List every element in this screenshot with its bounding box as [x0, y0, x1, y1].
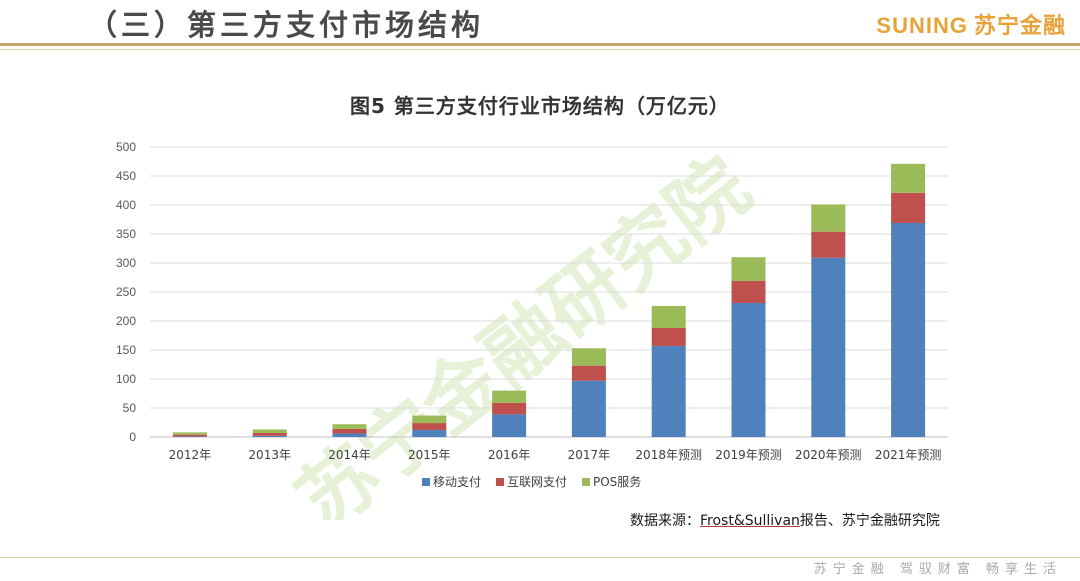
y-tick-label: 250 [116, 285, 136, 299]
slide-title: （三）第三方支付市场结构 [88, 8, 485, 42]
source-suffix: 报告、苏宁金融研究院 [799, 513, 940, 529]
brand-cn: 苏宁金融 [973, 13, 1066, 38]
y-tick-label: 50 [123, 401, 137, 415]
y-tick-label: 150 [116, 343, 136, 357]
bar-segment [252, 432, 287, 436]
bar-segment [332, 433, 367, 437]
bars [172, 163, 926, 437]
legend-swatch [582, 478, 590, 486]
bar-segment [492, 390, 527, 403]
bar-segment [172, 436, 207, 437]
x-tick-label: 2017年 [568, 448, 611, 462]
y-tick-label: 400 [116, 198, 136, 212]
x-tick-label: 2021年预测 [875, 448, 942, 462]
legend: 移动支付 互联网支付 POS服务 [422, 474, 641, 489]
legend-swatch [422, 478, 430, 486]
bar-segment [811, 257, 846, 437]
chart-title: 图5 第三方支付行业市场结构（万亿元） [350, 94, 730, 118]
bar-segment [731, 303, 766, 437]
bar-segment [571, 365, 606, 381]
bar-segment [412, 430, 447, 437]
bar-segment [651, 327, 686, 346]
bar-segment [252, 435, 287, 437]
bar-segment [412, 415, 447, 424]
y-tick-label: 0 [129, 430, 136, 444]
x-tick-label: 2014年 [328, 448, 371, 462]
stacked-bar-chart: 苏宁金融研究院 0 50 100 150 200 250 300 350 400 450 500 2… [116, 140, 948, 520]
brand-logo: SUNING 苏宁金融 [876, 8, 1066, 40]
source-prefix: 数据来源： [630, 513, 700, 529]
bar-segment [811, 231, 846, 258]
x-tick-label: 2020年预测 [795, 448, 862, 462]
y-tick-label: 350 [116, 227, 136, 241]
bar-segment [492, 402, 527, 415]
source-reference: Frost&Sullivan [700, 513, 800, 529]
bar-segment [252, 429, 287, 433]
legend-swatch [496, 478, 504, 486]
brand-latin: SUNING [876, 13, 968, 38]
bar-segment [891, 222, 926, 437]
x-tick-label: 2012年 [169, 448, 212, 462]
x-axis: 2012年 2013年 2014年 2015年 2016年 2017年 2018年预测 201… [169, 448, 942, 462]
x-tick-label: 2016年 [488, 448, 531, 462]
bar-segment [172, 434, 207, 437]
y-tick-label: 300 [116, 256, 136, 270]
bar-segment [891, 192, 926, 223]
header-rule-thin [0, 49, 1080, 50]
footer-rule [0, 557, 1080, 558]
bar-segment [731, 280, 766, 304]
legend-label: 互联网支付 [507, 475, 567, 489]
watermark: 苏宁金融研究院 [281, 141, 767, 520]
y-tick-label: 200 [116, 314, 136, 328]
watermark-text: 苏宁金融研究院 [281, 141, 767, 520]
x-tick-label: 2018年预测 [635, 448, 702, 462]
bar-segment [332, 424, 367, 429]
header-rule [0, 43, 1080, 46]
bar-segment [172, 432, 207, 435]
bar-segment [332, 428, 367, 434]
bar-segment [651, 305, 686, 328]
bar-segment [651, 345, 686, 437]
y-axis: 0 50 100 150 200 250 300 350 400 450 500 [116, 140, 136, 444]
source-note: 数据来源：Frost&Sullivan报告、苏宁金融研究院 [630, 510, 940, 530]
legend-label: POS服务 [593, 474, 641, 489]
y-tick-label: 500 [116, 140, 136, 154]
x-tick-label: 2015年 [408, 448, 451, 462]
footer-slogan: 苏宁金融 驾驭财富 畅享生活 [813, 562, 1062, 577]
bar-segment [412, 423, 447, 431]
bar-segment [492, 414, 527, 437]
bar-segment [731, 257, 766, 281]
bar-segment [571, 380, 606, 437]
bar-segment [571, 348, 606, 366]
bar-segment [891, 163, 926, 193]
legend-label: 移动支付 [433, 475, 481, 489]
y-tick-label: 450 [116, 169, 136, 183]
x-tick-label: 2019年预测 [715, 448, 782, 462]
bar-segment [811, 204, 846, 232]
x-tick-label: 2013年 [248, 448, 291, 462]
y-tick-label: 100 [116, 372, 136, 386]
